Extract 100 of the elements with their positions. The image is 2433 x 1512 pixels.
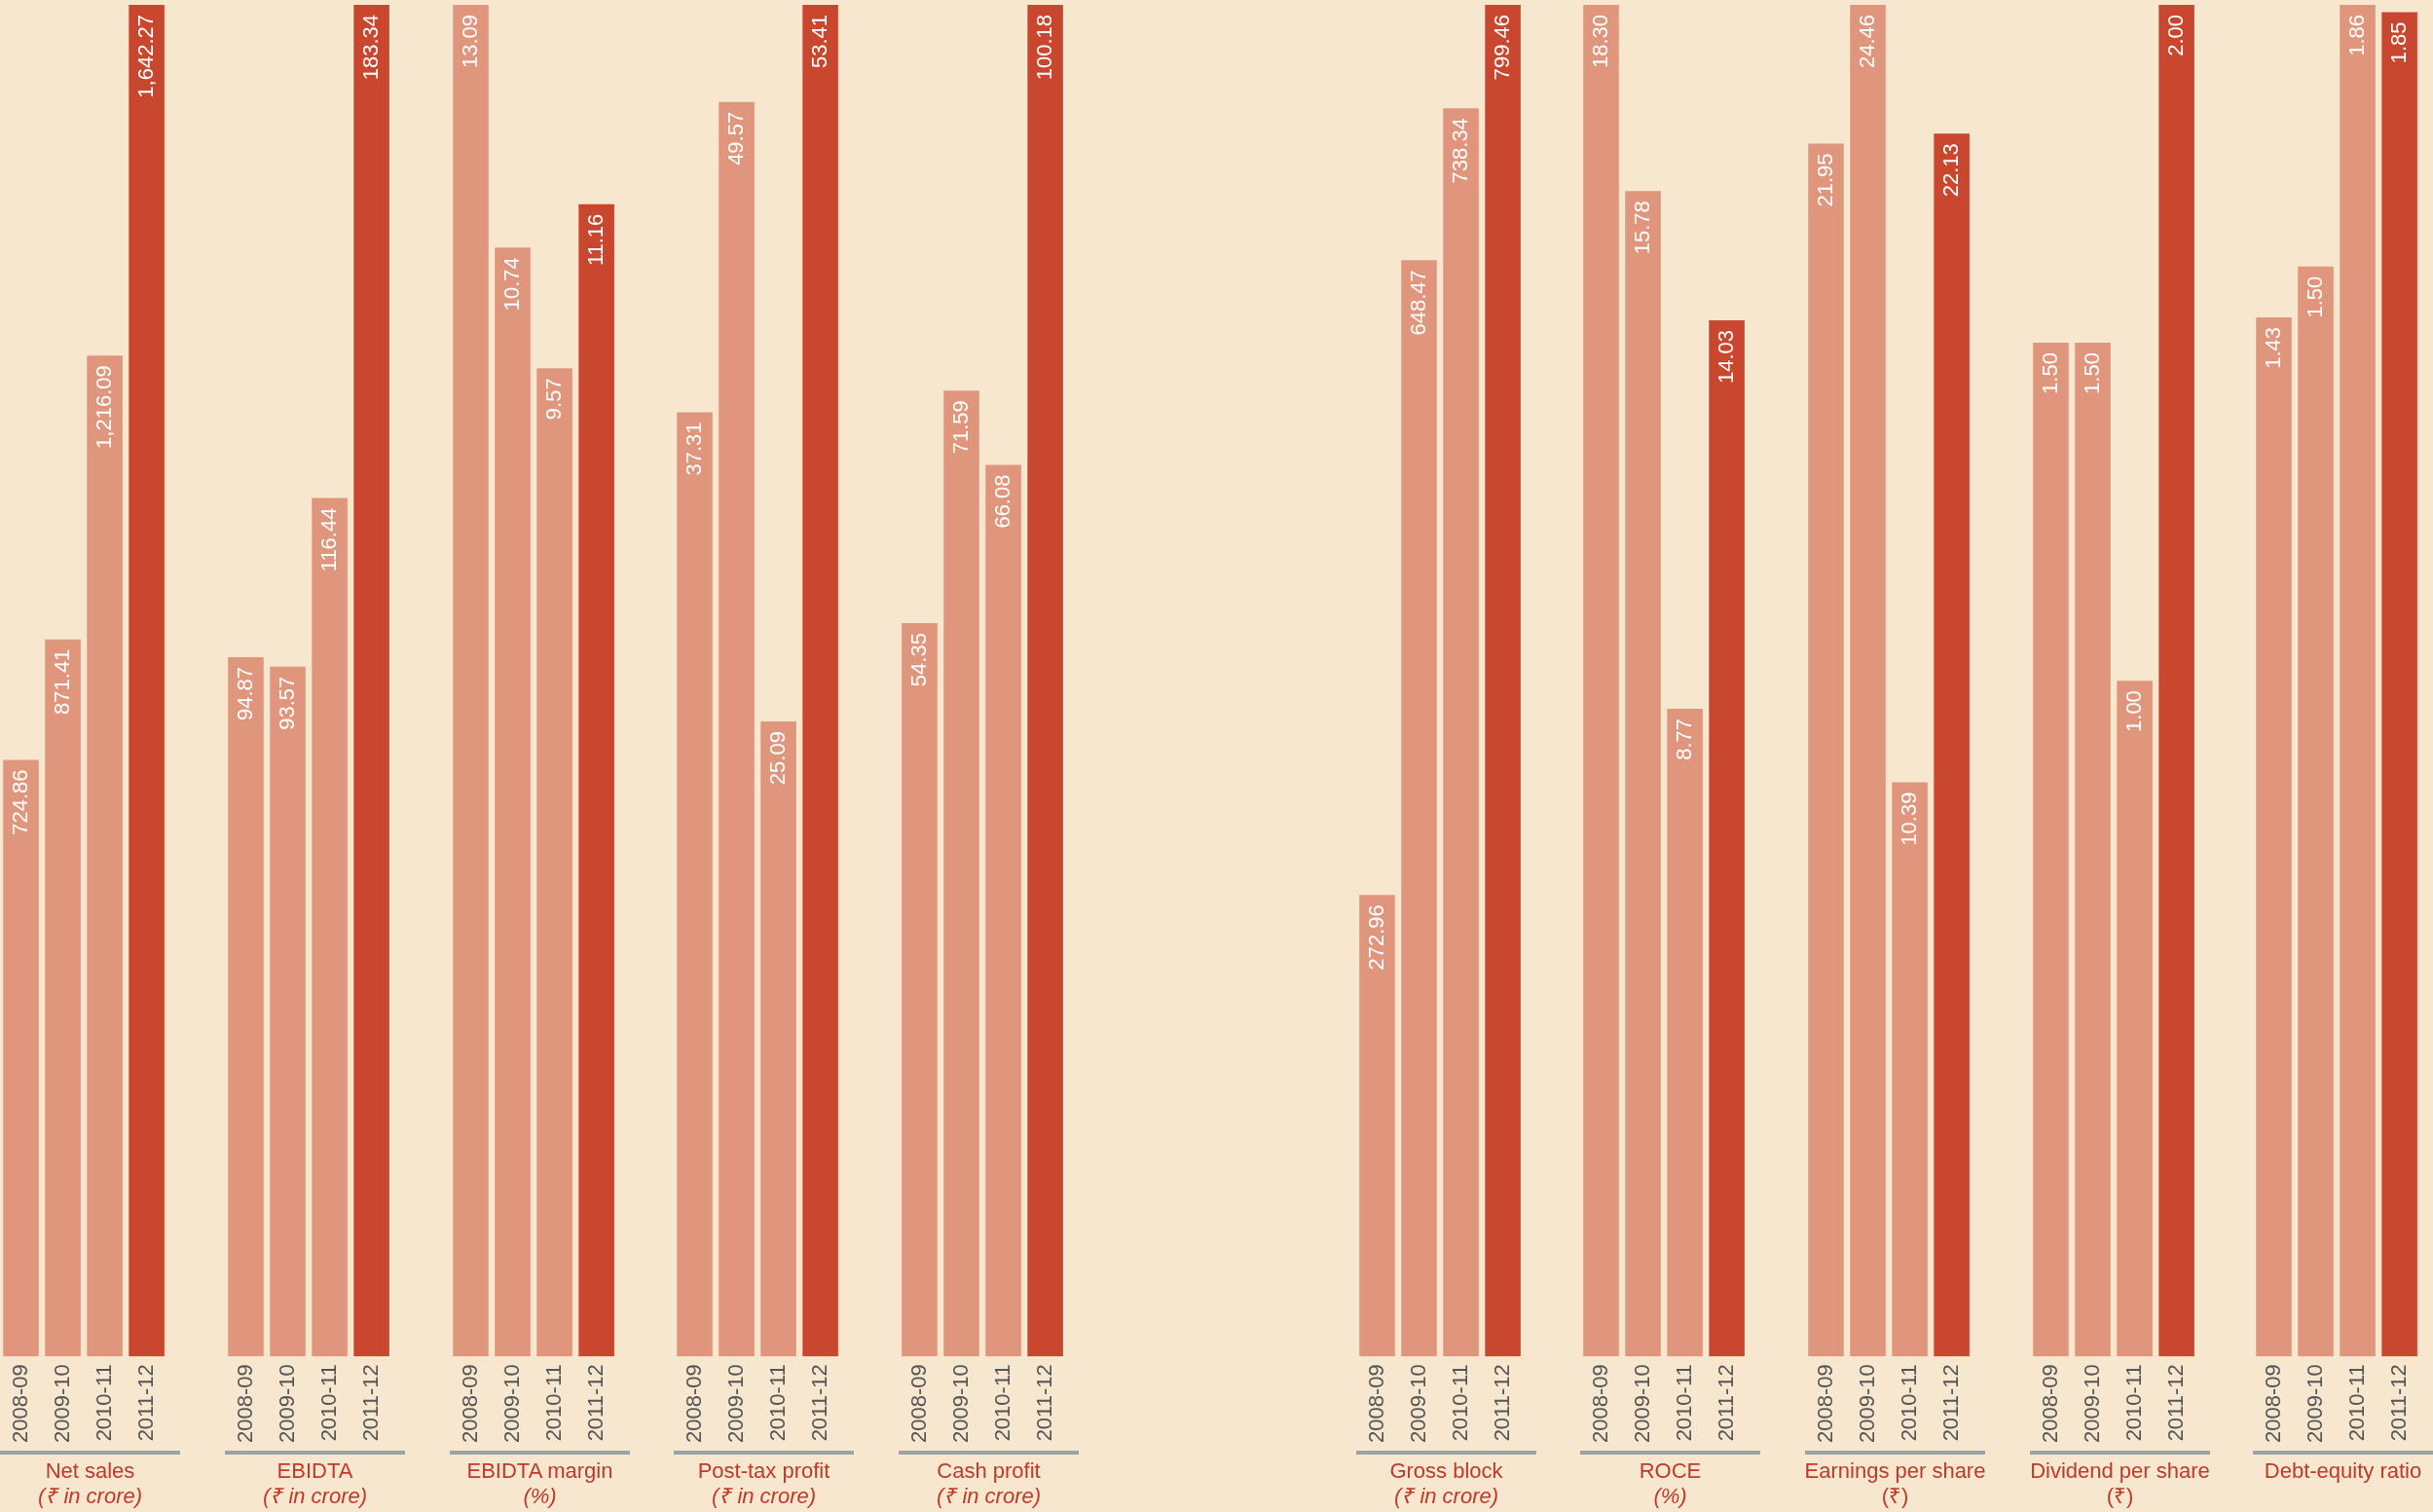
x-tick-label: 2009-10 (1854, 1364, 1879, 1444)
x-tick-label: 2008-09 (232, 1364, 257, 1444)
x-tick-label: 2011-12 (132, 1364, 158, 1442)
data-label: 10.74 (498, 257, 524, 312)
data-label: 14.03 (1713, 329, 1738, 384)
x-tick-label: 2008-09 (457, 1364, 482, 1444)
x-tick-label: 2010-11 (315, 1364, 341, 1442)
data-label: 18.30 (1587, 15, 1612, 69)
x-tick-label: 2008-09 (905, 1364, 931, 1444)
data-label: 9.57 (540, 378, 566, 421)
data-label: 53.41 (806, 15, 831, 69)
data-label: 1.85 (2385, 21, 2411, 64)
x-tick-label: 2009-10 (947, 1364, 973, 1444)
data-label: 648.47 (1405, 270, 1430, 336)
bar (2256, 316, 2292, 1357)
data-label: 1.50 (2037, 352, 2062, 394)
text: Net sales (44, 1458, 136, 1484)
data-label: 1,642.27 (132, 15, 158, 98)
text: Post-tax profit (696, 1458, 831, 1484)
x-tick-label: 2009-10 (1629, 1364, 1654, 1444)
data-label: 1,216.09 (91, 365, 116, 449)
bar (677, 412, 713, 1357)
data-label: 871.41 (49, 648, 74, 715)
x-tick-label: 2010-11 (1447, 1364, 1472, 1442)
x-tick-label: 2010-11 (2343, 1364, 2369, 1442)
bar (2381, 12, 2417, 1357)
text: Cash profit (936, 1458, 1042, 1484)
data-label: 24.46 (1854, 15, 1879, 69)
x-tick-label: 2009-10 (722, 1364, 748, 1444)
data-label: 724.86 (7, 769, 32, 835)
x-tick-label: 2008-09 (2037, 1364, 2062, 1444)
x-tick-label: 2011-12 (2385, 1364, 2411, 1442)
text: (₹ in crore) (261, 1484, 369, 1509)
x-tick-label: 2011-12 (582, 1364, 608, 1442)
x-tick-label: 2010-11 (1671, 1364, 1696, 1442)
text: (%) (522, 1484, 558, 1509)
x-tick-label: 2009-10 (1405, 1364, 1430, 1444)
data-label: 66.08 (989, 474, 1014, 529)
x-tick-label: 2011-12 (1489, 1364, 1514, 1442)
data-label: 1.50 (2302, 276, 2327, 318)
bar (45, 639, 81, 1357)
data-label: 94.87 (232, 666, 257, 720)
data-label: 93.57 (274, 676, 299, 730)
bar (719, 101, 755, 1357)
text: (₹ in crore) (36, 1484, 144, 1509)
bar (495, 247, 531, 1357)
x-tick-label: 2011-12 (2162, 1364, 2188, 1442)
bar (1027, 5, 1063, 1357)
data-label: 54.35 (905, 633, 931, 687)
bar (312, 498, 348, 1357)
bar (1443, 108, 1479, 1357)
bar (270, 666, 306, 1357)
data-label: 8.77 (1671, 718, 1696, 760)
x-tick-label: 2010-11 (91, 1364, 116, 1442)
data-label: 1.50 (2079, 352, 2104, 394)
bar (3, 759, 39, 1357)
text: (%) (1652, 1484, 1688, 1509)
data-label: 25.09 (764, 731, 790, 786)
x-tick-label: 2010-11 (989, 1364, 1014, 1442)
x-tick-label: 2010-11 (1896, 1364, 1921, 1442)
x-tick-label: 2009-10 (274, 1364, 299, 1444)
x-tick-label: 2008-09 (7, 1364, 32, 1444)
data-label: 15.78 (1629, 201, 1654, 255)
bar (87, 355, 123, 1357)
bar (1850, 5, 1886, 1357)
bar (2340, 5, 2376, 1357)
bar (802, 5, 838, 1357)
x-tick-label: 2009-10 (2079, 1364, 2104, 1444)
data-label: 799.46 (1489, 15, 1514, 81)
bar (1667, 708, 1703, 1357)
text: Dividend per share (₹) (2029, 1458, 2211, 1509)
data-label: 37.31 (681, 422, 706, 476)
text: Earnings per share (₹) (1803, 1458, 1987, 1509)
text: (₹ in crore) (710, 1484, 818, 1509)
x-tick-label: 2009-10 (49, 1364, 74, 1444)
x-tick-label: 2008-09 (681, 1364, 706, 1444)
x-tick-label: 2008-09 (1812, 1364, 1837, 1444)
text: Gross block (1388, 1458, 1504, 1484)
x-tick-label: 2011-12 (806, 1364, 831, 1442)
x-tick-label: 2011-12 (357, 1364, 383, 1442)
data-label: 100.18 (1031, 15, 1056, 81)
data-label: 272.96 (1363, 904, 1388, 971)
bar (228, 656, 264, 1357)
bar (902, 623, 938, 1357)
data-label: 2.00 (2162, 15, 2188, 56)
data-label: 11.16 (582, 213, 608, 267)
bar (985, 464, 1021, 1357)
data-label: 116.44 (315, 507, 341, 572)
x-tick-label: 2010-11 (540, 1364, 566, 1442)
bar (578, 203, 614, 1357)
text: ROCE (1638, 1458, 1703, 1484)
data-label: 13.09 (457, 15, 482, 69)
text: EBIDTA (276, 1458, 354, 1484)
x-tick-label: 2008-09 (1363, 1364, 1388, 1444)
x-tick-label: 2010-11 (764, 1364, 790, 1442)
x-tick-label: 2011-12 (1713, 1364, 1738, 1442)
bar (1808, 143, 1844, 1357)
bar (1892, 782, 1928, 1357)
x-tick-label: 2011-12 (1937, 1364, 1963, 1442)
bar (760, 721, 796, 1357)
